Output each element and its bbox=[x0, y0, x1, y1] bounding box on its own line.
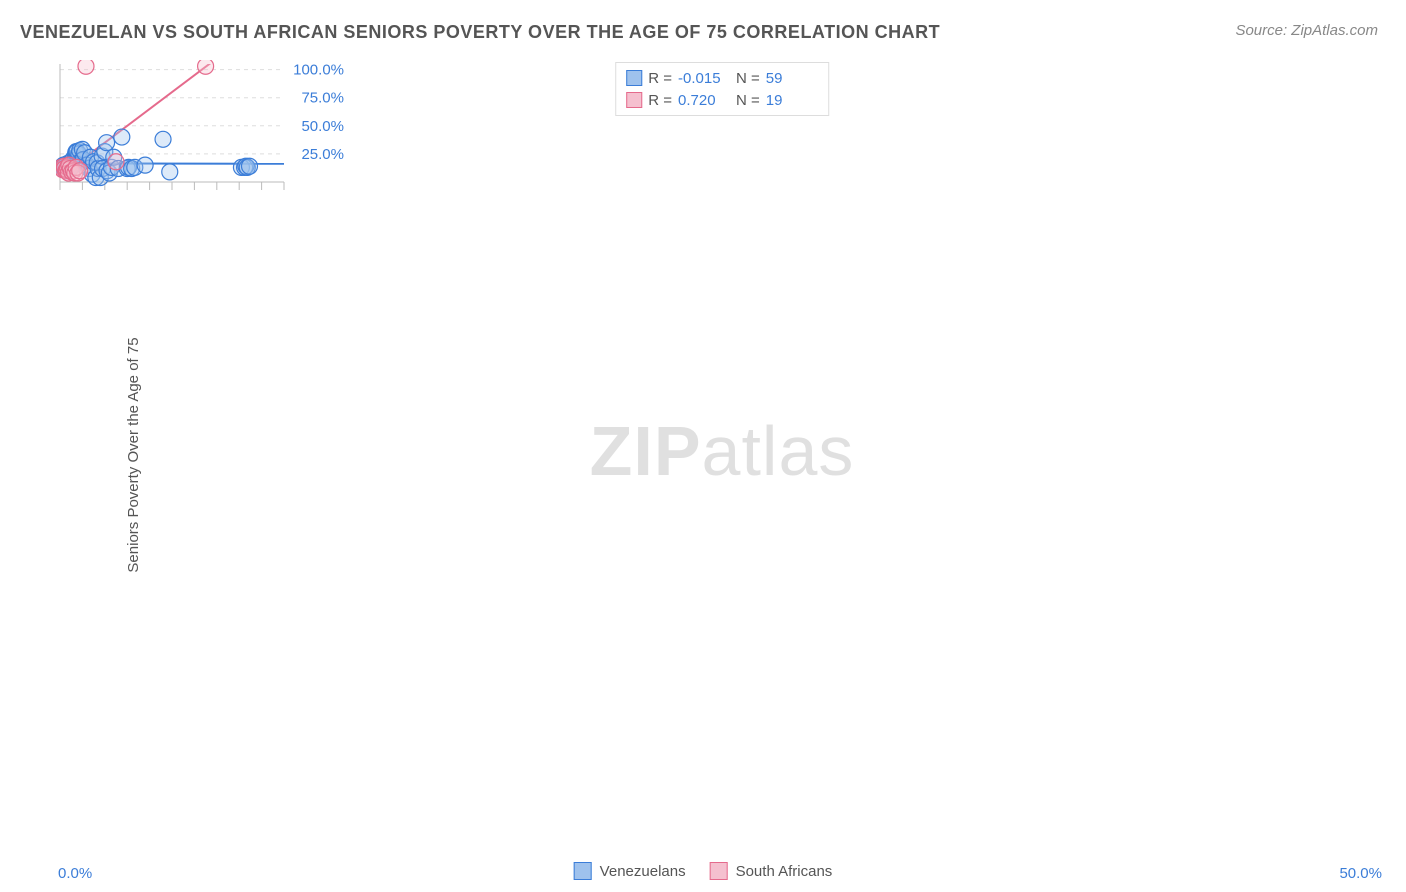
stat-n-value: 59 bbox=[766, 70, 818, 87]
source-attribution: Source: ZipAtlas.com bbox=[1235, 22, 1378, 39]
watermark-bold: ZIP bbox=[590, 412, 702, 490]
watermark-light: atlas bbox=[702, 412, 855, 490]
svg-text:100.0%: 100.0% bbox=[293, 62, 344, 79]
stat-n-value: 19 bbox=[766, 92, 818, 109]
series-swatch bbox=[626, 92, 642, 108]
stat-r-label: R = bbox=[648, 92, 672, 109]
chart-area: Seniors Poverty Over the Age of 75 ZIPat… bbox=[56, 60, 1388, 850]
legend-label: South Africans bbox=[736, 863, 833, 880]
stats-row: R = -0.015 N = 59 bbox=[626, 67, 818, 89]
stat-r-label: R = bbox=[648, 70, 672, 87]
legend-item: South Africans bbox=[710, 862, 833, 880]
watermark: ZIPatlas bbox=[590, 411, 855, 491]
series-legend: Venezuelans South Africans bbox=[574, 862, 833, 880]
x-axis-max-label: 50.0% bbox=[1339, 865, 1382, 882]
svg-text:50.0%: 50.0% bbox=[301, 118, 344, 135]
series-swatch bbox=[710, 862, 728, 880]
scatter-plot: 25.0% 50.0% 75.0% 100.0% bbox=[56, 60, 356, 210]
legend-item: Venezuelans bbox=[574, 862, 686, 880]
stat-n-label: N = bbox=[736, 92, 760, 109]
stat-r-value: 0.720 bbox=[678, 92, 730, 109]
stat-r-value: -0.015 bbox=[678, 70, 730, 87]
stats-row: R = 0.720 N = 19 bbox=[626, 89, 818, 111]
svg-text:75.0%: 75.0% bbox=[301, 90, 344, 107]
svg-text:25.0%: 25.0% bbox=[301, 146, 344, 163]
y-axis-label: Seniors Poverty Over the Age of 75 bbox=[125, 337, 142, 572]
legend-label: Venezuelans bbox=[600, 863, 686, 880]
series-swatch bbox=[626, 70, 642, 86]
series-swatch bbox=[574, 862, 592, 880]
stats-legend-box: R = -0.015 N = 59 R = 0.720 N = 19 bbox=[615, 62, 829, 116]
chart-title: VENEZUELAN VS SOUTH AFRICAN SENIORS POVE… bbox=[20, 22, 940, 43]
x-axis-min-label: 0.0% bbox=[58, 865, 92, 882]
stat-n-label: N = bbox=[736, 70, 760, 87]
